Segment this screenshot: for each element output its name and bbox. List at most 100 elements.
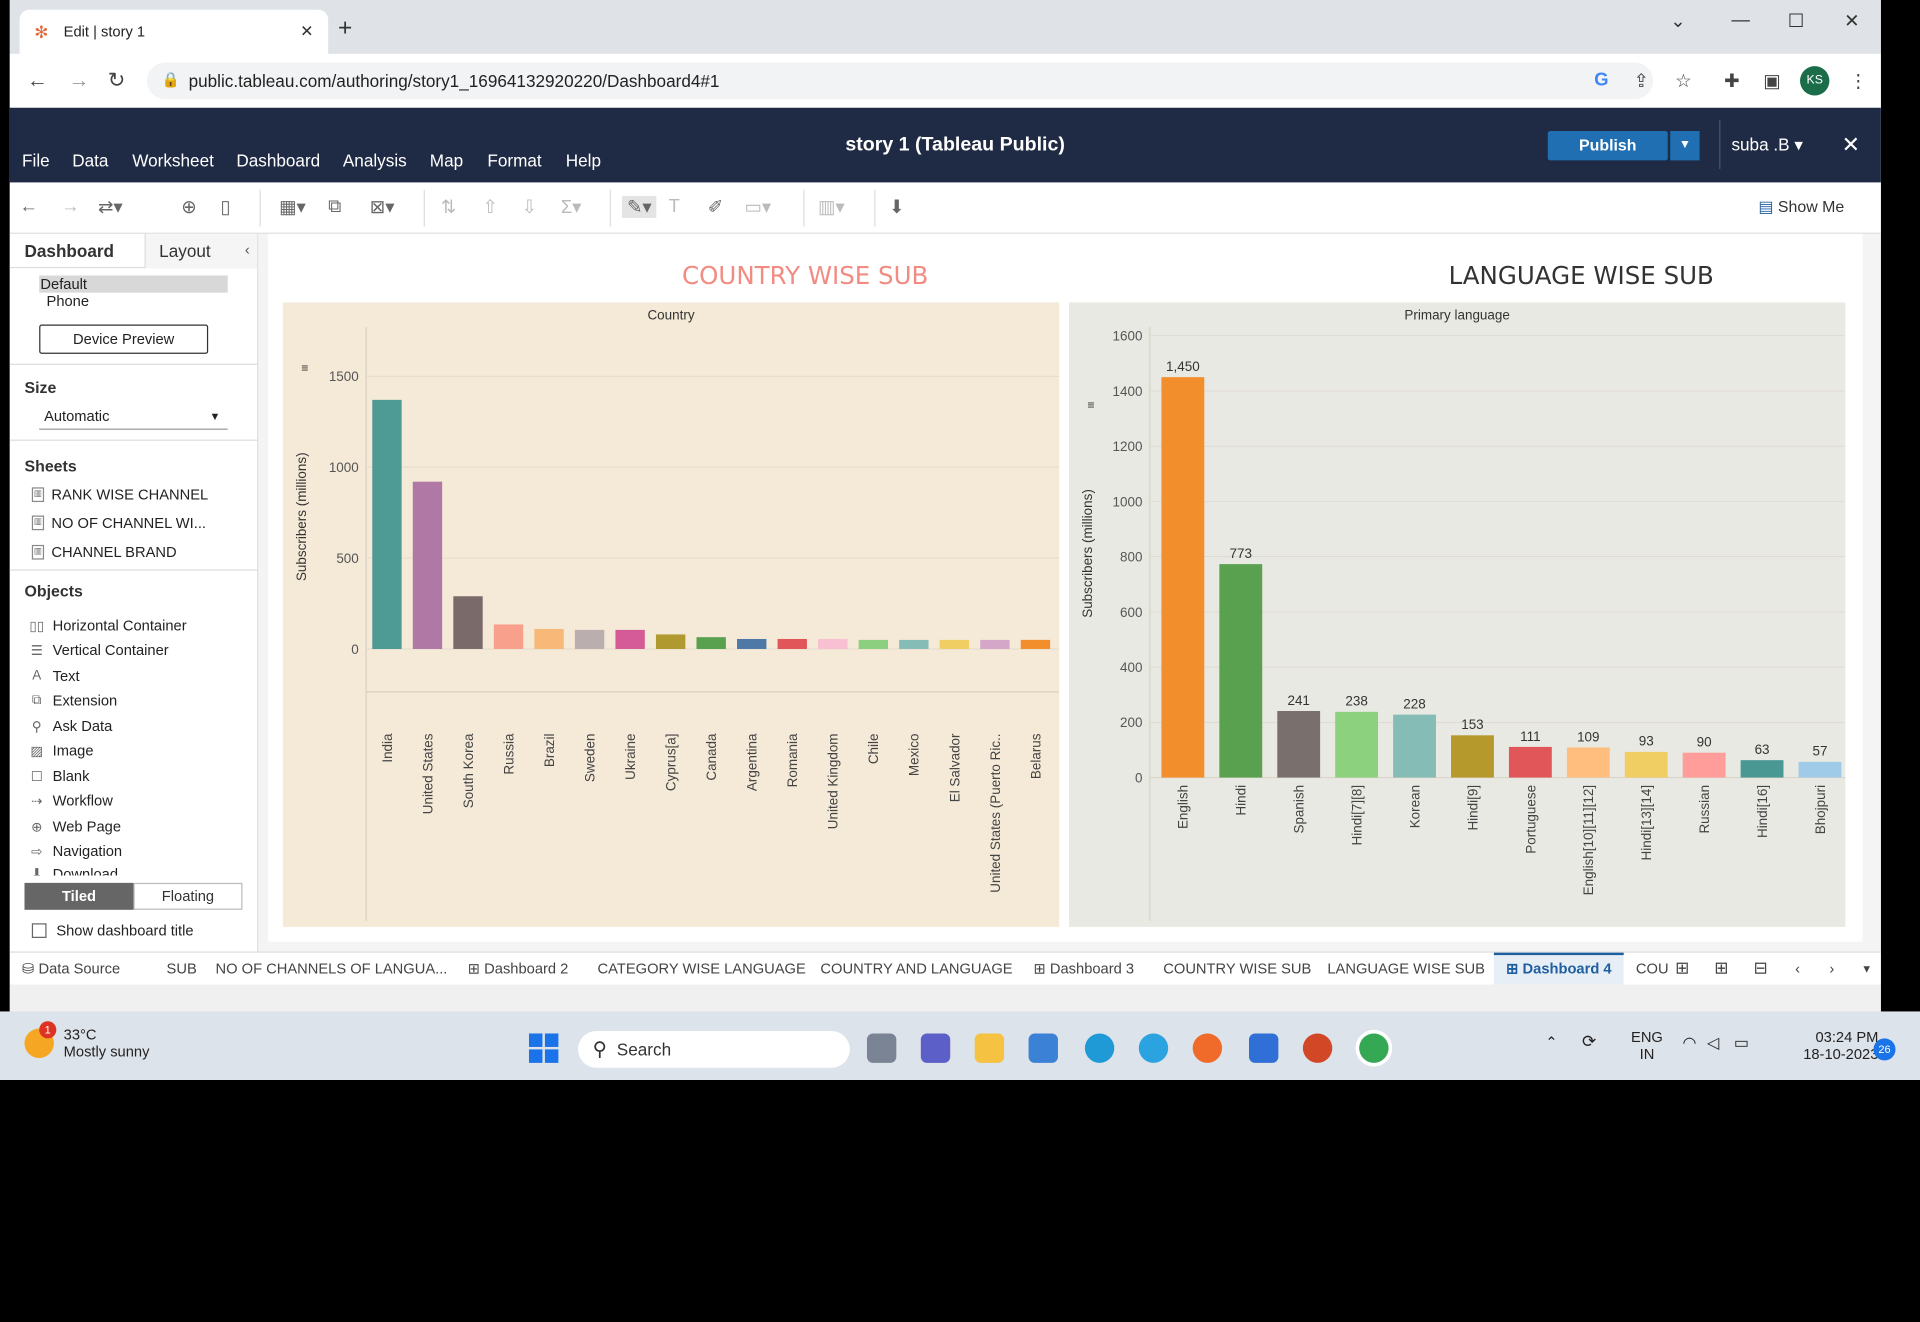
tab-close-icon[interactable]: ✕ [300,22,314,41]
windows-start-icon[interactable] [528,1033,559,1063]
object-text[interactable]: A Text [29,667,79,684]
menu-worksheet[interactable]: Worksheet [132,150,214,171]
tray-chevron-icon[interactable]: ⌃ [1545,1033,1558,1051]
weather-widget[interactable]: 1 33°C Mostly sunny [24,1021,149,1060]
chrome-icon[interactable] [1359,1033,1389,1063]
show-dashboard-title-checkbox[interactable]: Show dashboard title [31,922,194,939]
edge-icon[interactable] [1084,1033,1115,1063]
close-editor-icon[interactable]: ✕ [1841,132,1861,157]
highlight-icon[interactable]: ✎▾ [622,195,657,218]
browser-menu-icon[interactable]: ⋮ [1848,71,1868,92]
sheet-tab[interactable]: LANGUAGE WISE SUB [1327,960,1485,978]
sheet-tab[interactable]: COU [1635,960,1669,978]
task-view-icon[interactable] [866,1033,897,1063]
forward-icon[interactable]: → [68,68,90,92]
object-download[interactable]: ⬇ Download [29,866,118,876]
extensions-icon[interactable]: ✚ [1724,71,1740,92]
sheet-item[interactable]: ▥ CHANNEL BRAND [31,544,177,561]
menu-data[interactable]: Data [72,150,109,171]
reload-icon[interactable]: ↻ [107,68,126,92]
side-panel-icon[interactable]: ▣ [1763,71,1781,92]
tab-data-source[interactable]: ⛁ Data Source [22,960,120,977]
pause-updates-icon[interactable]: ▯ [220,197,231,218]
profile-avatar[interactable]: KS [1800,66,1830,96]
sheet-item[interactable]: ▥ RANK WISE CHANNEL [31,486,208,503]
new-datasource-icon[interactable]: ⊕ [181,197,197,218]
sort-asc-icon[interactable]: ⇧ [482,197,498,218]
sheet-tab[interactable]: NO OF CHANNELS OF LANGUA... [215,960,448,978]
user-menu[interactable]: suba .B ▾ [1731,134,1803,155]
chat-icon[interactable] [920,1033,951,1063]
sync-icon[interactable]: ⟳ [1582,1031,1597,1051]
sheet-tab[interactable]: COUNTRY WISE SUB [1163,960,1312,978]
size-dropdown[interactable]: Automatic ▼ [39,405,228,430]
publish-button[interactable]: Publish [1547,131,1668,161]
show-me-button[interactable]: ▤ Show Me [1758,197,1844,217]
bookmark-star-icon[interactable]: ☆ [1675,71,1692,92]
share-icon[interactable]: ⇪ [1633,71,1649,92]
duplicate-icon[interactable]: ⧉ [328,195,342,217]
new-worksheet-icon[interactable]: ▦▾ [279,197,306,218]
back-icon[interactable]: ← [26,68,48,92]
replay-icon[interactable]: ⇄▾ [97,197,123,218]
new-tab-icon[interactable]: + [337,14,353,42]
volume-icon[interactable]: ◁ [1706,1033,1720,1052]
new-worksheet-icon[interactable]: ⊞ [1675,957,1690,978]
tab-dashboard[interactable]: Dashboard [24,241,115,261]
tiled-button[interactable]: Tiled [24,882,134,910]
google-icon[interactable]: G [1594,69,1609,91]
device-preview-button[interactable]: Device Preview [39,324,209,354]
sort-desc-icon[interactable]: ⇩ [521,197,538,218]
maximize-icon[interactable]: ☐ [1787,11,1805,32]
scroll-right-icon[interactable]: › [1829,960,1835,978]
object-horizontal-container[interactable]: ▯▯ Horizontal Container [29,617,186,634]
object-ask-data[interactable]: ⚲ Ask Data [29,718,112,735]
dashboard-tab-active[interactable]: ⊞ Dashboard 4 [1506,960,1611,977]
menu-map[interactable]: Map [429,150,464,171]
country-chart[interactable]: Country 0 500 1000 1500 Subscribers (millions… [282,302,1060,927]
notification-badge[interactable]: 26 [1873,1038,1896,1061]
powerpoint-icon[interactable] [1302,1033,1333,1063]
tab-search-icon[interactable]: ⌄ [1670,11,1686,32]
window-close-icon[interactable]: ✕ [1844,11,1860,32]
fit-icon[interactable]: ▭▾ [744,197,772,218]
object-navigation[interactable]: ⇨ Navigation [29,842,122,859]
sheet-item[interactable]: ▥ NO OF CHANNEL WI... [31,514,206,531]
menu-help[interactable]: Help [565,150,601,171]
menu-dashboard[interactable]: Dashboard [236,150,321,171]
device-default[interactable]: Default [39,275,228,293]
clock[interactable]: 03:24 PM 18-10-2023 [1798,1029,1878,1063]
sheet-tab[interactable]: CATEGORY WISE LANGUAGE [597,960,806,978]
swap-icon[interactable]: ⇅ [440,197,457,218]
new-dashboard-icon[interactable]: ⊞ [1714,957,1729,978]
object-image[interactable]: ▨ Image [29,742,93,759]
sheet-tab[interactable]: SUB [166,960,197,978]
publish-dropdown-icon[interactable]: ▼ [1670,131,1700,161]
menu-file[interactable]: File [22,150,50,171]
clear-icon[interactable]: ⊠▾ [369,197,395,218]
labels-icon[interactable]: T [668,195,680,217]
redo-icon[interactable]: → [61,195,80,217]
scroll-left-icon[interactable]: ‹ [1795,960,1801,978]
menu-analysis[interactable]: Analysis [342,150,407,171]
minimize-icon[interactable]: — [1731,9,1750,31]
file-explorer-icon[interactable] [974,1033,1005,1063]
battery-icon[interactable]: ▭ [1733,1033,1749,1052]
object-blank[interactable]: ☐ Blank [29,768,90,785]
firefox-icon[interactable] [1192,1033,1223,1063]
checkbox-icon[interactable] [31,923,47,938]
download-icon[interactable]: ⬇ [888,197,905,218]
presentation-icon[interactable]: ▥▾ [817,197,845,218]
object-web-page[interactable]: ⊕ Web Page [29,818,121,835]
object-extension[interactable]: ⧉ Extension [29,692,117,709]
browser-tab[interactable]: ✻ Edit | story 1 ✕ [19,9,329,54]
annotate-icon[interactable]: ✐ [707,197,724,218]
dashboard-tab[interactable]: ⊞ Dashboard 2 [468,960,569,977]
myhp-icon[interactable] [1248,1033,1279,1063]
tab-menu-icon[interactable]: ▼ [1861,962,1873,975]
menu-format[interactable]: Format [487,150,542,171]
undo-icon[interactable]: ← [19,195,38,217]
collapse-chevron-icon[interactable]: ‹ [244,241,250,259]
object-vertical-container[interactable]: ☰ Vertical Container [29,642,169,659]
help-icon[interactable] [1138,1033,1169,1063]
